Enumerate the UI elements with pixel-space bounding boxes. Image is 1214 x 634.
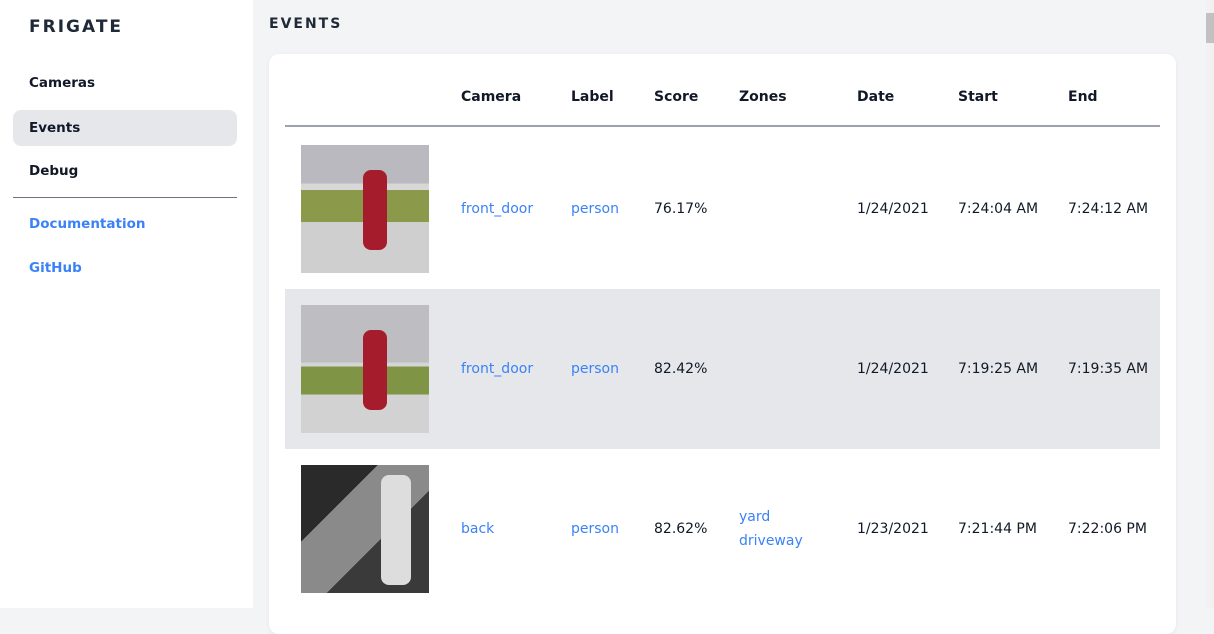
github-link[interactable]: GitHub xyxy=(29,260,82,276)
sidebar-item-events[interactable]: Events xyxy=(13,110,237,146)
sidebar: FRIGATE Cameras Events Debug Documentati… xyxy=(0,0,253,608)
sidebar-item-cameras[interactable]: Cameras xyxy=(29,75,96,91)
end-time: 7:22:06 PM xyxy=(1068,521,1147,537)
zone-link[interactable]: driveway xyxy=(739,533,803,549)
score: 82.42% xyxy=(654,361,708,377)
scrollbar-thumb[interactable] xyxy=(1206,13,1214,43)
header-start: Start xyxy=(958,89,998,105)
zones[interactable]: yard driveway xyxy=(739,505,803,553)
event-thumbnail[interactable] xyxy=(301,465,429,593)
date: 1/23/2021 xyxy=(857,521,929,537)
start-time: 7:19:25 AM xyxy=(958,361,1039,377)
end-time: 7:24:12 AM xyxy=(1068,201,1149,217)
table-row[interactable]: front_door person 82.42% 1/24/2021 7:19:… xyxy=(285,289,1160,449)
scrollbar[interactable] xyxy=(1206,0,1214,608)
start-time: 7:21:44 PM xyxy=(958,521,1037,537)
event-thumbnail[interactable] xyxy=(301,305,429,433)
sidebar-divider xyxy=(13,197,237,198)
label-link[interactable]: person xyxy=(571,361,619,377)
score: 76.17% xyxy=(654,201,708,217)
date: 1/24/2021 xyxy=(857,361,929,377)
event-thumbnail[interactable] xyxy=(301,145,429,273)
score: 82.62% xyxy=(654,521,708,537)
app-logo: FRIGATE xyxy=(29,17,124,37)
documentation-link[interactable]: Documentation xyxy=(29,216,146,232)
table-header: Camera Label Score Zones Date Start End xyxy=(285,54,1160,127)
header-camera: Camera xyxy=(461,89,522,105)
header-score: Score xyxy=(654,89,699,105)
page-title: EVENTS xyxy=(269,16,343,32)
sidebar-item-debug[interactable]: Debug xyxy=(29,163,79,179)
camera-link[interactable]: back xyxy=(461,521,495,537)
header-end: End xyxy=(1068,89,1098,105)
table-row[interactable]: front_door person 76.17% 1/24/2021 7:24:… xyxy=(285,129,1160,289)
header-date: Date xyxy=(857,89,895,105)
label-link[interactable]: person xyxy=(571,201,619,217)
zone-link[interactable]: yard xyxy=(739,509,771,525)
header-zones: Zones xyxy=(739,89,787,105)
events-table: Camera Label Score Zones Date Start End … xyxy=(269,54,1176,634)
date: 1/24/2021 xyxy=(857,201,929,217)
table-row[interactable]: back person 82.62% yard driveway 1/23/202… xyxy=(285,449,1160,609)
camera-link[interactable]: front_door xyxy=(461,201,534,217)
camera-link[interactable]: front_door xyxy=(461,361,534,377)
label-link[interactable]: person xyxy=(571,521,619,537)
end-time: 7:19:35 AM xyxy=(1068,361,1149,377)
header-label: Label xyxy=(571,89,614,105)
start-time: 7:24:04 AM xyxy=(958,201,1039,217)
